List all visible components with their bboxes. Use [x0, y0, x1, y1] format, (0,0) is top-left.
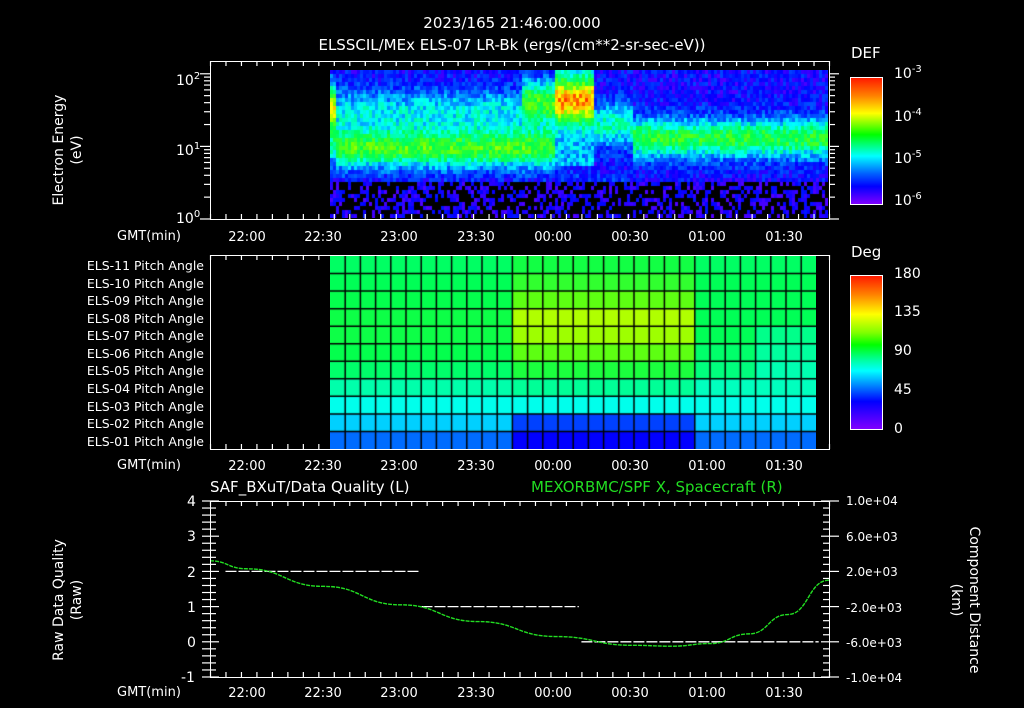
pitch-angle-heatmap: [330, 256, 816, 449]
energy-spectrogram: [330, 70, 828, 218]
deg-colorbar: [850, 275, 883, 430]
energy-ytick: 100: [176, 209, 201, 227]
deg-colorbar-tick: 45: [894, 382, 912, 398]
plot-subtitle: ELSSCIL/MEx ELS-07 LR-Bk (ergs/(cm**2-sr…: [318, 36, 706, 54]
pitch-row-label: ELS-10 Pitch Angle: [86, 276, 204, 291]
pitch-plot-frame: [210, 255, 830, 450]
deg-colorbar-title: Deg: [851, 243, 882, 261]
pitch-row-label: ELS-07 Pitch Angle: [86, 328, 204, 343]
def-colorbar: [850, 77, 883, 205]
energy-ytick: 102: [176, 71, 201, 89]
plot-timestamp: 2023/165 21:46:00.000: [423, 14, 601, 32]
def-colorbar-title: DEF: [851, 44, 881, 62]
pitch-row-label: ELS-05 Pitch Angle: [86, 363, 204, 378]
quality-plot-frame: [210, 501, 830, 678]
pitch-row-label: ELS-08 Pitch Angle: [86, 311, 204, 326]
energy-ytick: 101: [176, 141, 201, 159]
def-colorbar-tick: 10-4: [894, 107, 922, 125]
deg-colorbar-tick: 0: [894, 421, 903, 437]
pitch-row-label: ELS-04 Pitch Angle: [86, 381, 204, 396]
pitch-row-label: ELS-09 Pitch Angle: [86, 293, 204, 308]
deg-colorbar-tick: 180: [894, 266, 921, 282]
def-colorbar-tick: 10-5: [894, 149, 922, 167]
pitch-row-label: ELS-06 Pitch Angle: [86, 346, 204, 361]
quality-xaxis-label: GMT(min): [117, 685, 181, 700]
pitch-row-label: ELS-03 Pitch Angle: [86, 399, 204, 414]
def-colorbar-tick: 10-6: [894, 191, 922, 209]
pitch-row-label: ELS-02 Pitch Angle: [86, 416, 204, 431]
def-colorbar-tick: 10-3: [894, 64, 922, 82]
pitch-row-label: ELS-01 Pitch Angle: [86, 434, 204, 449]
pitch-xaxis-label: GMT(min): [117, 458, 181, 473]
deg-colorbar-tick: 135: [894, 304, 921, 320]
quality-right-title: MEXORBMC/SPF X, Spacecraft (R): [531, 478, 783, 496]
pitch-row-label: ELS-11 Pitch Angle: [86, 258, 204, 273]
deg-colorbar-tick: 90: [894, 343, 912, 359]
energy-xaxis-label: GMT(min): [117, 229, 181, 244]
quality-left-title: SAF_BXuT/Data Quality (L): [210, 478, 410, 496]
